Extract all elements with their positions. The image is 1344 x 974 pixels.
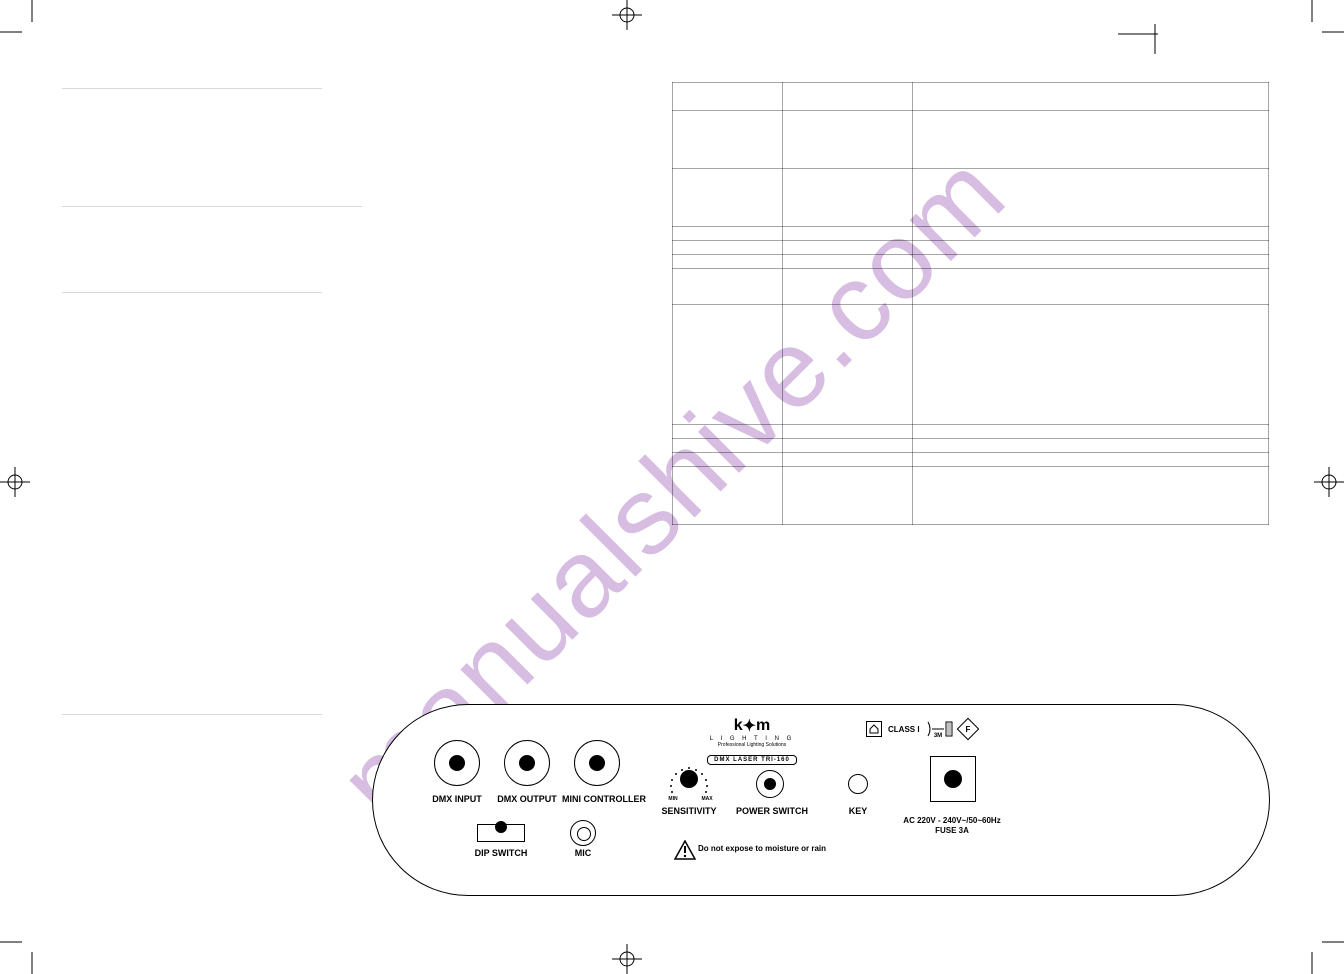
reg-mark-right bbox=[1314, 467, 1344, 497]
left-rule-1 bbox=[62, 88, 322, 89]
brand-tagline: Professional Lighting Solutions bbox=[672, 742, 832, 748]
label-mains-fuse: FUSE 3A bbox=[882, 826, 1022, 835]
reg-mark-top bbox=[612, 0, 642, 30]
label-power-switch: POWER SWITCH bbox=[736, 806, 808, 816]
f-mark-icon: F bbox=[956, 718, 979, 741]
min-distance-icon: 3M bbox=[926, 720, 954, 738]
key-switch-icon bbox=[848, 774, 868, 794]
left-rule-2 bbox=[62, 206, 362, 207]
left-rule-4 bbox=[62, 714, 322, 715]
sensitivity-scale-icon bbox=[668, 764, 710, 798]
xlr-connector-icon bbox=[574, 740, 620, 786]
svg-text:3M: 3M bbox=[933, 733, 941, 738]
compliance-icons: CLASS I 3M F bbox=[866, 720, 976, 738]
label-mini-controller: MINI CONTROLLER bbox=[562, 794, 646, 804]
dip-switch-icon bbox=[477, 824, 525, 842]
iec-mains-socket-icon bbox=[930, 756, 976, 802]
crop-mark-br bbox=[1284, 914, 1344, 974]
dmx-channel-table bbox=[672, 82, 1269, 525]
label-sens-max: MAX bbox=[698, 796, 716, 802]
crop-mark-tl bbox=[0, 0, 60, 60]
crop-mark-tr bbox=[1284, 0, 1344, 60]
label-dmx-input: DMX INPUT bbox=[424, 794, 490, 804]
reg-mark-bottom bbox=[612, 944, 642, 974]
label-key: KEY bbox=[842, 806, 874, 816]
left-rule-3 bbox=[62, 292, 322, 293]
label-sensitivity: SENSITIVITY bbox=[658, 806, 720, 816]
xlr-connector-icon bbox=[434, 740, 480, 786]
rear-panel: DMX INPUT DMX OUTPUT MINI CONTROLLER DIP… bbox=[372, 704, 1270, 896]
label-mic: MIC bbox=[568, 848, 598, 858]
label-sens-min: MIN bbox=[664, 796, 682, 802]
reg-mark-left bbox=[0, 467, 30, 497]
microphone-icon bbox=[570, 820, 596, 846]
xlr-connector-icon bbox=[504, 740, 550, 786]
brand-logo: k✦m L I G H T I N G Professional Lightin… bbox=[672, 716, 832, 766]
indoor-use-icon bbox=[866, 721, 882, 737]
label-warning: Do not expose to moisture or rain bbox=[698, 844, 878, 853]
model-label: DMX LASER TRI-160 bbox=[707, 755, 797, 765]
crop-mark-bl bbox=[0, 914, 60, 974]
trim-line-tr-v bbox=[1150, 24, 1160, 54]
warning-triangle-icon bbox=[674, 840, 696, 860]
label-class: CLASS I bbox=[888, 725, 920, 734]
power-switch-icon bbox=[756, 770, 784, 798]
label-dip-switch: DIP SWITCH bbox=[470, 848, 532, 858]
label-dmx-output: DMX OUTPUT bbox=[492, 794, 562, 804]
label-mains-voltage: AC 220V - 240V~/50~60Hz bbox=[882, 816, 1022, 825]
